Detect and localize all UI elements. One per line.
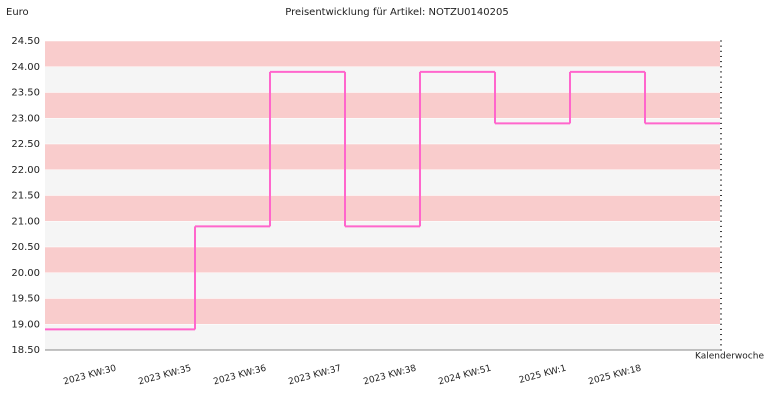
background-band [45,118,720,144]
y-tick-label: 24.00 [11,62,40,73]
background-band [45,41,720,67]
background-band [45,169,720,196]
x-tick-label: 2023 KW:35 [137,364,192,388]
x-tick-label: 2024 KW:51 [437,364,492,388]
background-band [45,221,720,247]
y-axis-label: Euro [6,7,29,18]
y-tick-label: 21.00 [11,216,40,227]
background-band [45,247,720,273]
y-tick-label: 20.50 [11,242,40,253]
y-tick-label: 18.50 [11,345,40,356]
y-tick-label: 22.50 [11,139,40,150]
background-band [45,298,720,325]
background-band [45,66,720,93]
y-tick-label: 23.00 [11,113,40,124]
y-tick-label: 22.00 [11,165,40,176]
y-tick-label: 23.50 [11,88,40,99]
y-tick-label: 19.00 [11,319,40,330]
background-band [45,144,720,170]
y-tick-label: 21.50 [11,191,40,202]
x-tick-label: 2023 KW:37 [287,364,342,388]
background-band [45,92,720,119]
y-tick-label: 20.00 [11,268,40,279]
x-axis-label: Kalenderwoche [695,352,764,362]
chart-title: Preisentwicklung für Artikel: NOTZU01402… [285,7,508,18]
y-tick-label: 24.50 [11,36,40,47]
x-tick-label: 2023 KW:30 [62,364,117,388]
background-band [45,324,720,350]
x-tick-label: 2025 KW:18 [587,364,642,388]
x-tick-label: 2023 KW:38 [362,364,417,388]
background-band [45,272,720,299]
x-tick-label: 2025 KW:1 [518,364,567,386]
x-tick-label: 2023 KW:36 [212,364,267,388]
y-tick-label: 19.50 [11,294,40,305]
background-band [45,195,720,222]
